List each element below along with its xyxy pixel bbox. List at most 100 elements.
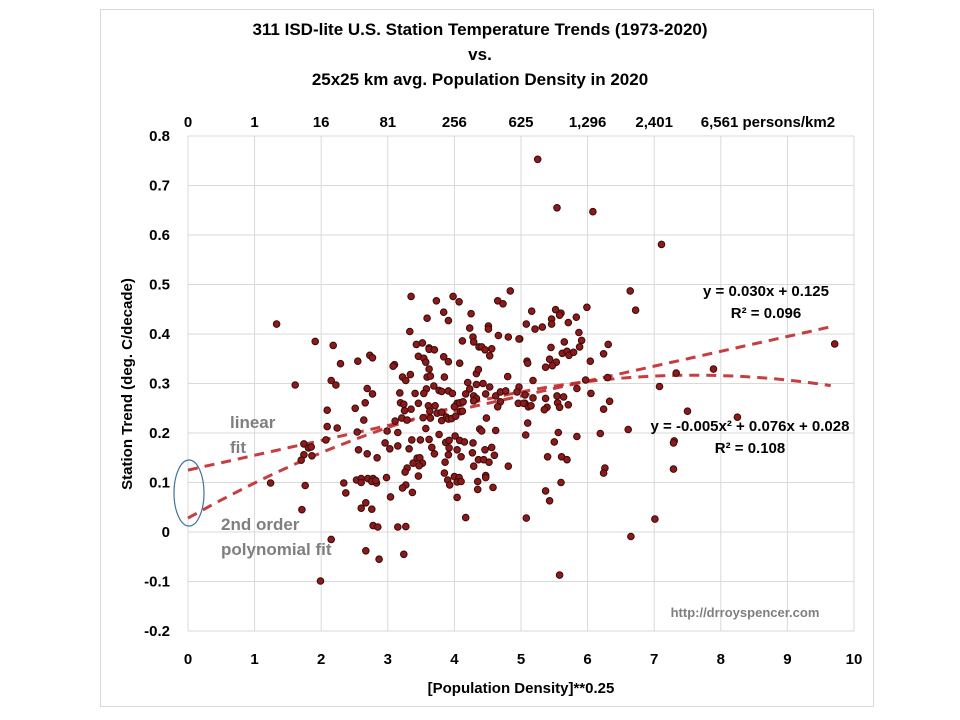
data-point xyxy=(491,426,500,435)
data-point xyxy=(577,336,586,345)
data-point xyxy=(389,362,397,371)
data-point xyxy=(733,413,742,422)
data-point xyxy=(430,450,439,458)
data-point xyxy=(461,513,470,522)
data-point xyxy=(557,478,565,487)
data-point xyxy=(398,484,407,492)
data-point xyxy=(327,376,336,385)
data-point xyxy=(491,392,500,400)
data-point xyxy=(586,357,595,366)
data-point xyxy=(403,416,411,424)
data-point xyxy=(479,379,487,388)
data-point xyxy=(391,417,399,425)
data-point xyxy=(564,318,573,327)
data-point xyxy=(626,287,635,295)
data-point xyxy=(519,399,528,408)
chart-title-line-2: vs. xyxy=(468,45,492,64)
data-point xyxy=(545,355,554,364)
data-point xyxy=(445,481,454,489)
data-point xyxy=(450,403,459,411)
data-point xyxy=(437,387,446,396)
data-point xyxy=(405,445,413,453)
data-point xyxy=(501,387,510,395)
data-point xyxy=(575,343,584,351)
chart-title-line-3: 25x25 km avg. Population Density in 2020 xyxy=(312,70,648,89)
data-point xyxy=(473,477,482,486)
data-point xyxy=(400,406,409,415)
data-point xyxy=(481,390,490,398)
data-point xyxy=(596,429,605,438)
data-point xyxy=(386,445,394,453)
data-point xyxy=(672,369,681,377)
data-point xyxy=(487,345,496,353)
data-point xyxy=(451,432,459,440)
data-point xyxy=(473,485,482,494)
data-point xyxy=(307,443,316,451)
data-point xyxy=(551,305,560,314)
data-point xyxy=(474,365,483,374)
secondary-x-tick-label: 0 xyxy=(184,114,192,131)
data-point xyxy=(465,385,474,393)
data-point xyxy=(426,407,434,416)
chart-title-line-1: 311 ISD-lite U.S. Station Temperature Tr… xyxy=(252,20,707,39)
data-point xyxy=(363,384,372,393)
data-point xyxy=(430,382,438,390)
data-point xyxy=(444,357,453,366)
data-point xyxy=(419,413,427,422)
linear-fit-line xyxy=(187,325,832,472)
data-point xyxy=(481,346,489,354)
data-point xyxy=(402,522,410,531)
data-point xyxy=(428,443,436,452)
intercept-highlight-ellipse xyxy=(173,459,205,527)
data-point xyxy=(362,547,370,555)
data-point xyxy=(573,432,581,441)
data-point xyxy=(604,340,613,349)
data-point xyxy=(333,424,342,432)
data-point xyxy=(297,456,306,465)
data-point xyxy=(394,442,402,450)
data-point xyxy=(477,427,486,435)
data-point xyxy=(374,523,382,531)
data-point xyxy=(482,414,491,422)
y-tick-label: 0.7 xyxy=(149,178,170,195)
data-point xyxy=(400,550,408,559)
data-point xyxy=(522,514,531,522)
y-tick-label: 0 xyxy=(162,524,170,541)
data-point xyxy=(515,335,523,343)
data-point xyxy=(521,431,530,439)
data-point xyxy=(445,444,453,452)
data-point xyxy=(357,504,366,513)
linear-r2: R² = 0.096 xyxy=(731,305,801,322)
data-point xyxy=(554,428,563,437)
data-point xyxy=(655,382,664,391)
data-point xyxy=(354,357,362,366)
data-point xyxy=(316,577,325,585)
data-point xyxy=(457,477,465,486)
data-point xyxy=(541,487,550,495)
watermark: http://drroyspencer.com xyxy=(671,605,820,620)
data-point xyxy=(342,489,350,497)
data-point xyxy=(368,390,377,398)
data-point xyxy=(545,497,554,505)
data-point xyxy=(322,436,330,444)
data-point xyxy=(357,478,366,487)
data-point xyxy=(553,392,561,400)
data-point xyxy=(472,380,481,389)
x-tick-label: 0 xyxy=(184,651,192,668)
secondary-x-tick-label: 2,401 xyxy=(635,114,673,131)
secondary-x-tick-label: 1 xyxy=(250,114,258,131)
data-point xyxy=(340,479,348,487)
data-point xyxy=(587,389,595,398)
data-point xyxy=(547,343,555,352)
data-point xyxy=(581,376,590,384)
data-point xyxy=(435,430,443,439)
y-axis-title: Station Trend (deg. C/decade) xyxy=(119,278,136,490)
data-point xyxy=(569,348,578,357)
data-point xyxy=(527,307,536,316)
data-point xyxy=(372,476,380,485)
data-point xyxy=(523,419,532,427)
data-point xyxy=(368,505,376,514)
y-tick-label: 0.5 xyxy=(149,277,170,294)
data-point xyxy=(362,499,370,507)
data-point xyxy=(669,465,678,473)
